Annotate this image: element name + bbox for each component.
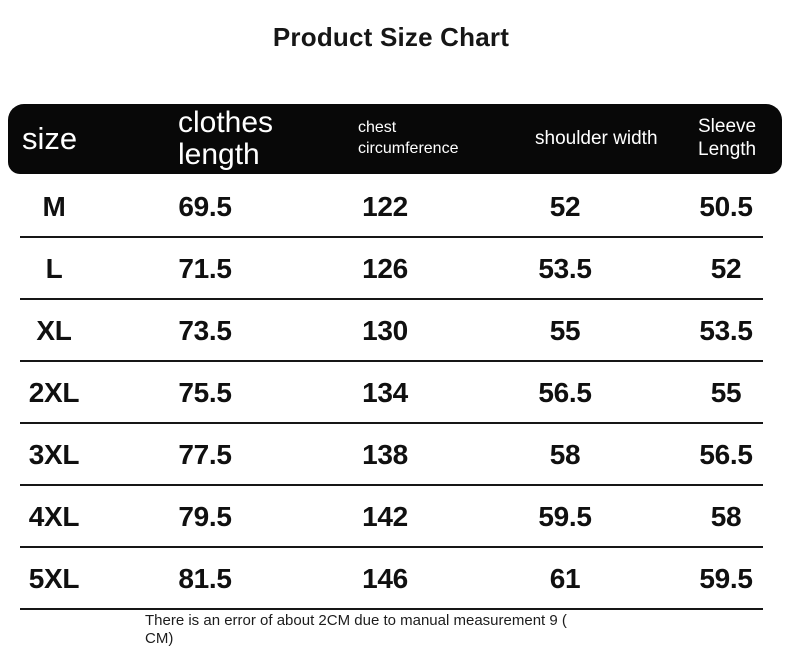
table-body: M 69.5 122 52 50.5 L 71.5 126 53.5 52 XL… bbox=[8, 176, 782, 610]
column-header-sleeve-length: Sleeve Length bbox=[698, 116, 757, 160]
chest-circumference-cell: 138 bbox=[362, 439, 408, 470]
table-row-4xl: 4XL 79.5 142 59.5 58 bbox=[8, 486, 782, 548]
table-row-l: L 71.5 126 53.5 52 bbox=[8, 238, 782, 300]
size-cell: 5XL bbox=[28, 563, 80, 594]
sleeve-length-cell: 53.5 bbox=[699, 315, 753, 346]
clothes-length-cell: 79.5 bbox=[178, 501, 232, 532]
sleeve-length-cell: 55 bbox=[710, 377, 742, 408]
column-header-chest-circumference: chest circumference bbox=[358, 119, 459, 157]
chest-circumference-cell: 130 bbox=[362, 315, 408, 346]
chest-circumference-cell: 134 bbox=[362, 377, 408, 408]
measurement-note-line1: There is an error of about 2CM due to ma… bbox=[145, 612, 567, 629]
clothes-length-cell: 69.5 bbox=[178, 191, 232, 222]
table-row-xl: XL 73.5 130 55 53.5 bbox=[8, 300, 782, 362]
measurement-note: There is an error of about 2CM due to ma… bbox=[145, 612, 645, 646]
table-header-row: size clothes length chest circumference … bbox=[8, 104, 782, 174]
measurement-note-line2: CM) bbox=[145, 630, 174, 646]
clothes-length-cell: 75.5 bbox=[178, 377, 232, 408]
clothes-length-cell: 71.5 bbox=[178, 253, 232, 284]
clothes-length-cell: 81.5 bbox=[178, 563, 232, 594]
size-table: size clothes length chest circumference … bbox=[8, 104, 782, 610]
sleeve-length-cell: 59.5 bbox=[699, 563, 753, 594]
shoulder-width-cell: 55 bbox=[549, 315, 581, 346]
shoulder-width-cell: 61 bbox=[549, 563, 581, 594]
table-row-3xl: 3XL 77.5 138 58 56.5 bbox=[8, 424, 782, 486]
shoulder-width-cell: 56.5 bbox=[538, 377, 592, 408]
chest-circumference-cell: 142 bbox=[362, 501, 408, 532]
table-row-5xl: 5XL 81.5 146 61 59.5 bbox=[8, 548, 782, 610]
clothes-length-cell: 73.5 bbox=[178, 315, 232, 346]
shoulder-width-cell: 52 bbox=[549, 191, 581, 222]
page-title: Product Size Chart bbox=[272, 22, 510, 52]
size-cell: L bbox=[45, 253, 63, 284]
size-cell: M bbox=[42, 191, 66, 222]
size-cell: XL bbox=[36, 315, 72, 346]
column-header-shoulder-width: shoulder width bbox=[535, 127, 658, 149]
table-row-2xl: 2XL 75.5 134 56.5 55 bbox=[8, 362, 782, 424]
chest-circumference-cell: 146 bbox=[362, 563, 408, 594]
size-cell: 4XL bbox=[28, 501, 80, 532]
table-row-m: M 69.5 122 52 50.5 bbox=[8, 176, 782, 238]
column-header-size: size bbox=[22, 121, 78, 156]
size-cell: 3XL bbox=[28, 439, 80, 470]
shoulder-width-cell: 58 bbox=[549, 439, 581, 470]
size-cell: 2XL bbox=[28, 377, 80, 408]
column-header-clothes-length: clothes length bbox=[178, 105, 274, 171]
sleeve-length-cell: 50.5 bbox=[699, 191, 753, 222]
sleeve-length-cell: 56.5 bbox=[699, 439, 753, 470]
chest-circumference-cell: 122 bbox=[362, 191, 408, 222]
chest-circumference-cell: 126 bbox=[362, 253, 408, 284]
sleeve-length-cell: 52 bbox=[710, 253, 742, 284]
sleeve-length-cell: 58 bbox=[710, 501, 742, 532]
shoulder-width-cell: 53.5 bbox=[538, 253, 592, 284]
clothes-length-cell: 77.5 bbox=[178, 439, 232, 470]
shoulder-width-cell: 59.5 bbox=[538, 501, 592, 532]
